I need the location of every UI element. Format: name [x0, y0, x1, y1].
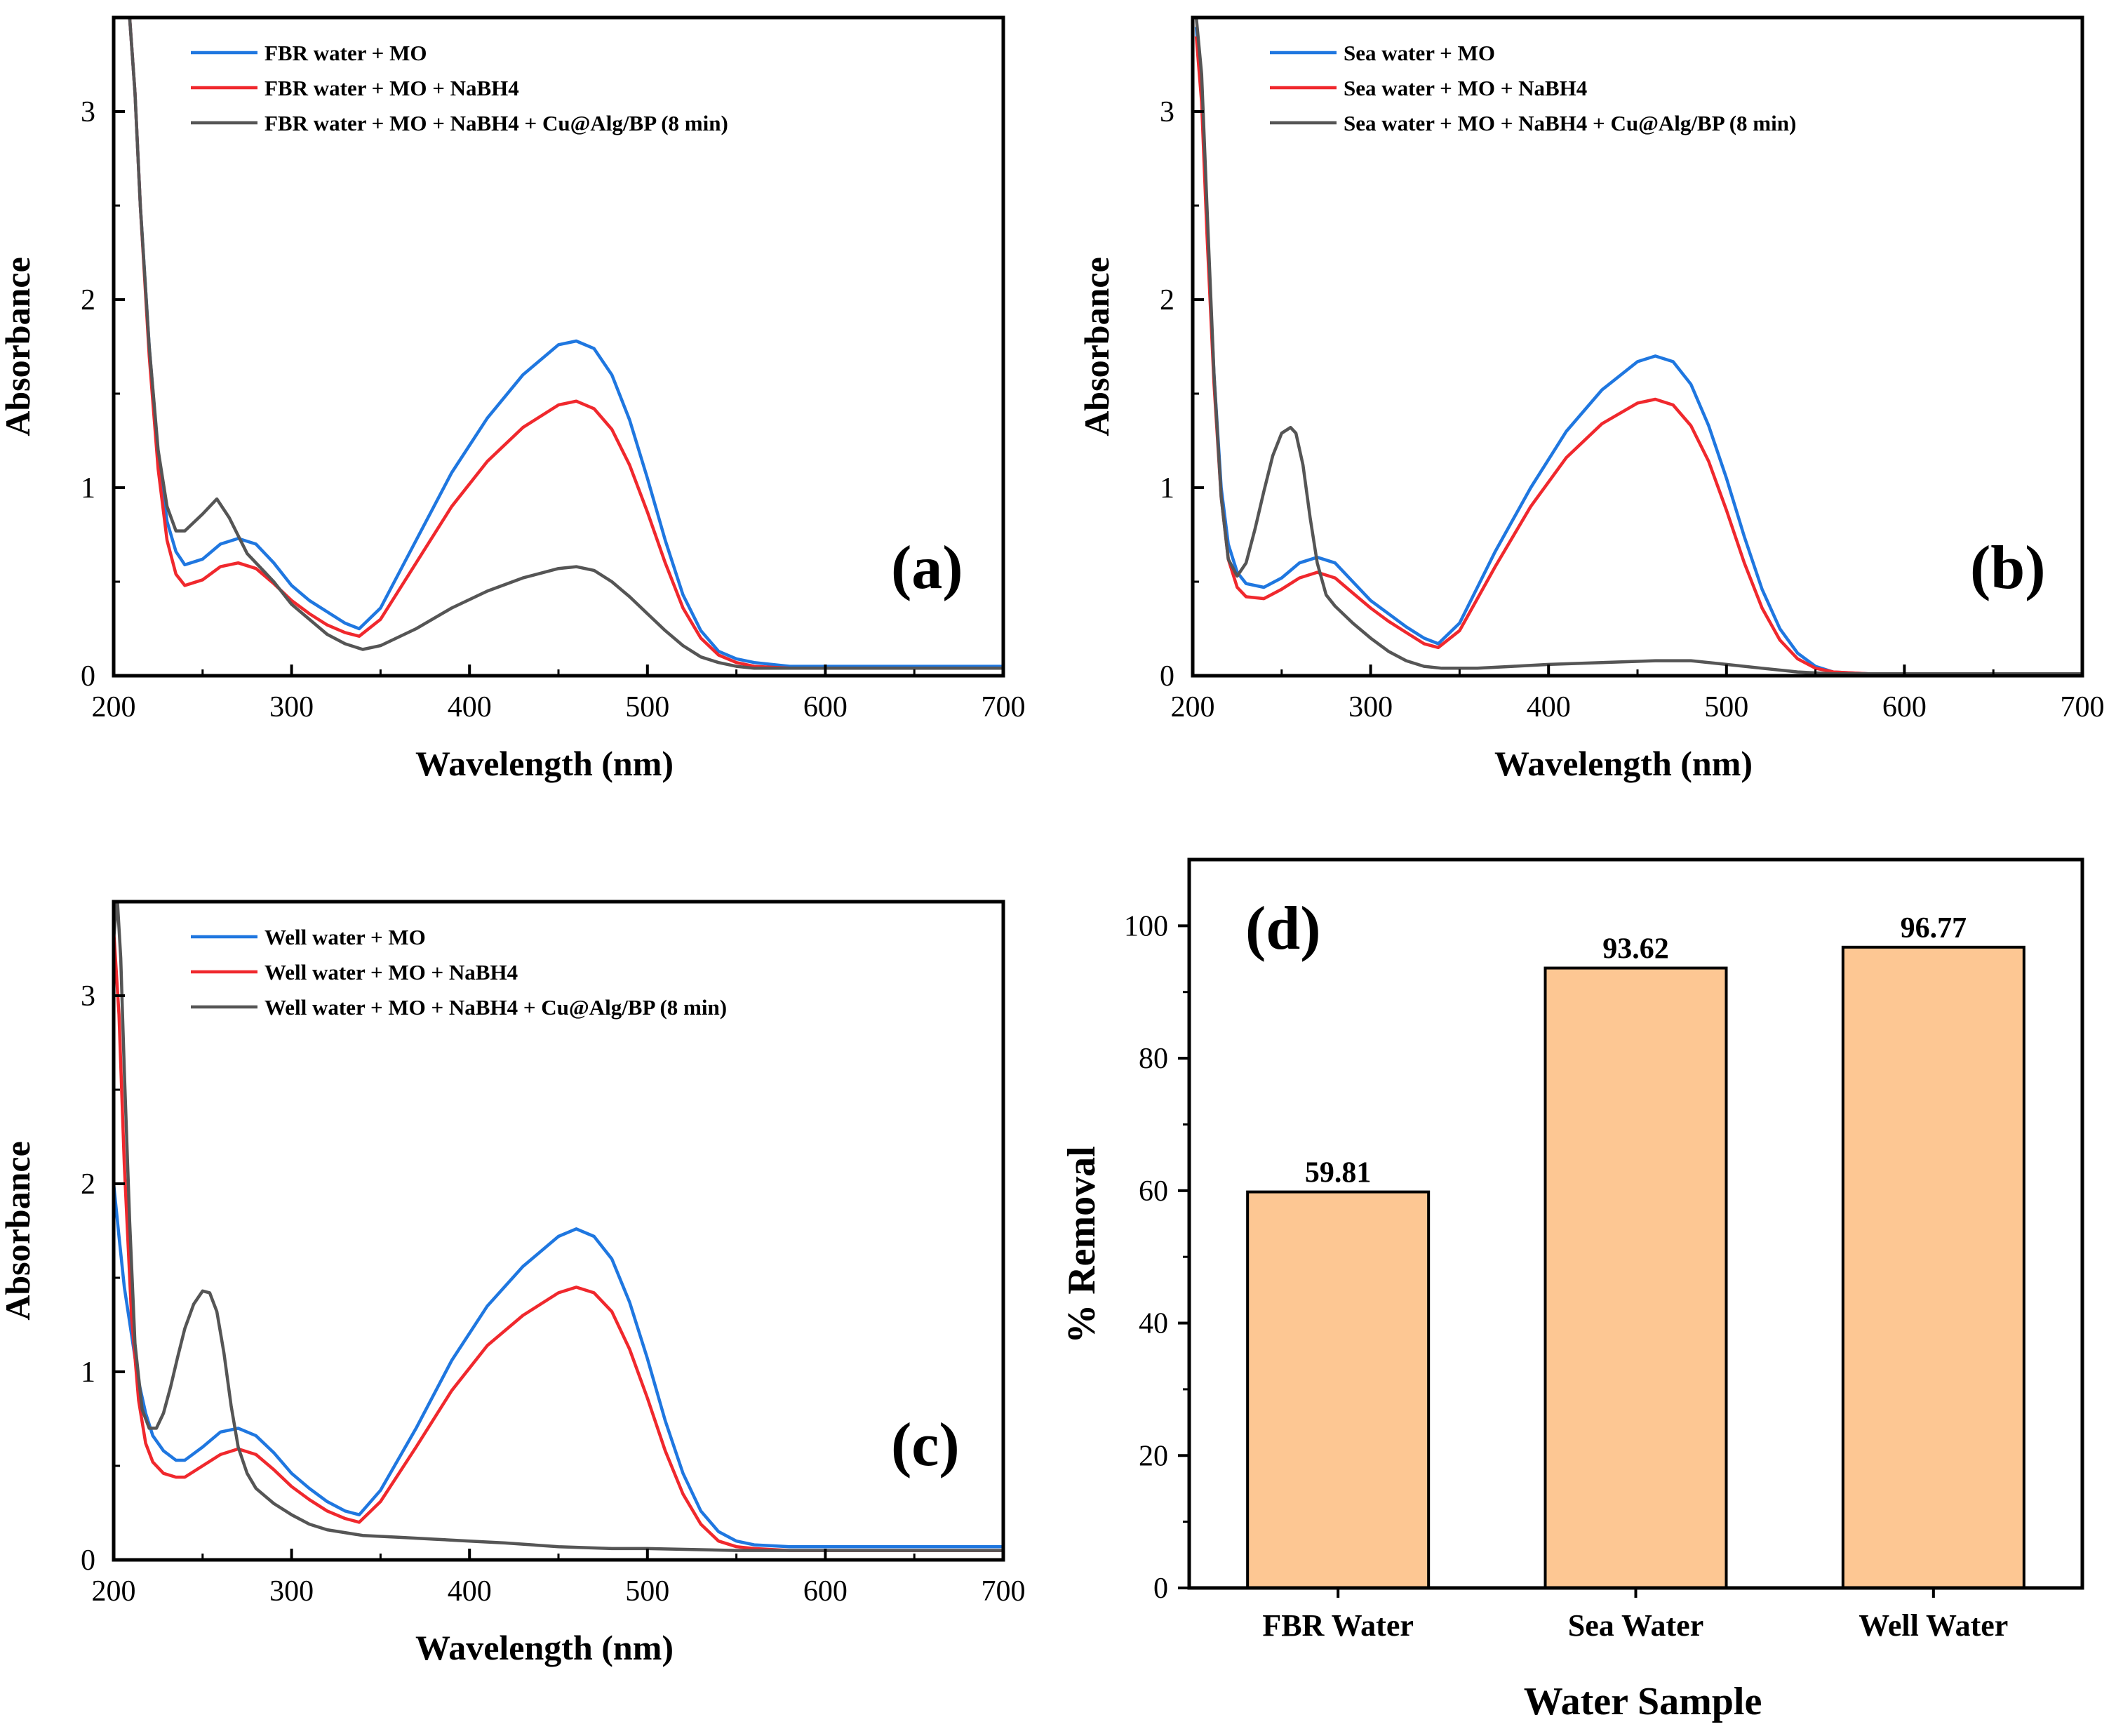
panel-a: 200 300 400 500 600 700 0 1 2 3 Wavelength (nm) Abs… — [0, 15, 1026, 783]
panel-d: 59.81 FBR Water 93.62 Sea Water 96.77 Well Wa… — [1060, 857, 2084, 1723]
y-tick-label: 1 — [1160, 472, 1174, 505]
y-tick-label: 60 — [1139, 1175, 1168, 1208]
panel-b: 200 300 400 500 600 700 0 1 2 3 Wavelength (nm) Abs… — [1077, 15, 2105, 783]
x-tick-label: 700 — [2061, 691, 2105, 723]
panel-label: (a) — [891, 534, 963, 602]
x-tick-label: FBR Water — [1262, 1608, 1414, 1643]
legend-label-3: Sea water + MO + NaBH4 + Cu@Alg/BP (8 mi… — [1344, 111, 1796, 135]
series-line-2 — [128, 18, 1003, 670]
y-tick-label: 80 — [1139, 1043, 1168, 1075]
x-axis-title: Wavelength (nm) — [1494, 744, 1753, 783]
legend-label-1: Well water + MO — [264, 925, 426, 949]
x-tick-label: 200 — [1171, 691, 1215, 723]
y-tick-label: 20 — [1139, 1440, 1168, 1472]
panel-label: (b) — [1970, 534, 2046, 602]
bar-value-label: 96.77 — [1901, 912, 1967, 944]
legend-label-3: FBR water + MO + NaBH4 + Cu@Alg/BP (8 mi… — [264, 111, 728, 135]
y-tick-label: 0 — [1153, 1573, 1168, 1605]
legend-label-1: FBR water + MO — [264, 41, 427, 65]
x-tick-label: 500 — [1704, 691, 1748, 723]
bar-1 — [1246, 1190, 1431, 1589]
series-line-2 — [1194, 36, 2082, 676]
y-tick-label: 1 — [81, 1356, 95, 1389]
x-tick-label: 600 — [803, 691, 848, 723]
bar-value-label: 59.81 — [1305, 1157, 1372, 1189]
y-axis-title: % Removal — [1060, 1146, 1104, 1344]
x-tick-label: 500 — [625, 691, 669, 723]
series-line-2 — [114, 930, 1003, 1552]
panel-label: (c) — [891, 1411, 960, 1479]
bar-3 — [1841, 945, 2025, 1590]
x-tick-label: 400 — [1527, 691, 1571, 723]
x-axis-title: Water Sample — [1524, 1680, 1762, 1723]
x-axis-title: Wavelength (nm) — [415, 1628, 674, 1667]
y-tick-label: 2 — [81, 284, 95, 316]
y-tick-label: 1 — [81, 472, 95, 505]
x-tick-label: 600 — [1882, 691, 1927, 723]
x-tick-label: 300 — [269, 691, 314, 723]
legend-label-2: Well water + MO + NaBH4 — [264, 960, 518, 984]
series-line-3 — [114, 902, 1003, 1552]
x-axis-title: Wavelength (nm) — [415, 744, 674, 783]
y-tick-label: 3 — [1160, 96, 1174, 128]
series-line-3 — [1194, 18, 2082, 676]
x-tick-label: 300 — [269, 1575, 314, 1608]
y-axis-title: Absorbance — [1077, 257, 1116, 436]
bar-2 — [1544, 966, 1728, 1589]
legend-label-3: Well water + MO + NaBH4 + Cu@Alg/BP (8 m… — [264, 995, 727, 1020]
x-tick-label: 700 — [982, 1575, 1026, 1608]
y-tick-label: 0 — [1160, 660, 1174, 693]
y-axis-title: Absorbance — [0, 257, 37, 436]
x-tick-label: 400 — [448, 1575, 492, 1608]
legend-label-1: Sea water + MO — [1344, 41, 1495, 65]
x-tick-label: 300 — [1348, 691, 1393, 723]
y-axis-title: Absorbance — [0, 1141, 37, 1321]
plot-frame — [1187, 857, 2084, 1590]
y-tick-label: 0 — [81, 660, 95, 693]
legend-label-2: FBR water + MO + NaBH4 — [264, 76, 519, 100]
y-tick-label: 0 — [81, 1544, 95, 1577]
series-line-3 — [128, 18, 1003, 670]
x-tick-label: 700 — [982, 691, 1026, 723]
x-tick-label: Well Water — [1859, 1608, 2008, 1643]
x-tick-label: 400 — [448, 691, 492, 723]
bar-value-label: 93.62 — [1602, 933, 1669, 966]
series-line-1 — [1194, 27, 2082, 676]
x-tick-label: 200 — [92, 1575, 136, 1608]
y-tick-label: 2 — [81, 1168, 95, 1201]
y-tick-label: 3 — [81, 980, 95, 1013]
series-line-1 — [114, 1183, 1003, 1549]
x-tick-label: 500 — [625, 1575, 669, 1608]
y-tick-label: 2 — [1160, 284, 1174, 316]
y-tick-label: 100 — [1124, 910, 1168, 942]
x-tick-label: 600 — [803, 1575, 848, 1608]
x-tick-label: 200 — [92, 691, 136, 723]
legend-label-2: Sea water + MO + NaBH4 — [1344, 76, 1587, 100]
panel-c: 200 300 400 500 600 700 0 1 2 3 Wavelength (nm) Abs… — [0, 900, 1026, 1667]
series-line-1 — [128, 18, 1003, 668]
y-tick-label: 40 — [1139, 1308, 1168, 1340]
panel-label: (d) — [1245, 895, 1321, 963]
x-tick-label: Sea Water — [1568, 1608, 1704, 1643]
y-tick-label: 3 — [81, 96, 95, 128]
